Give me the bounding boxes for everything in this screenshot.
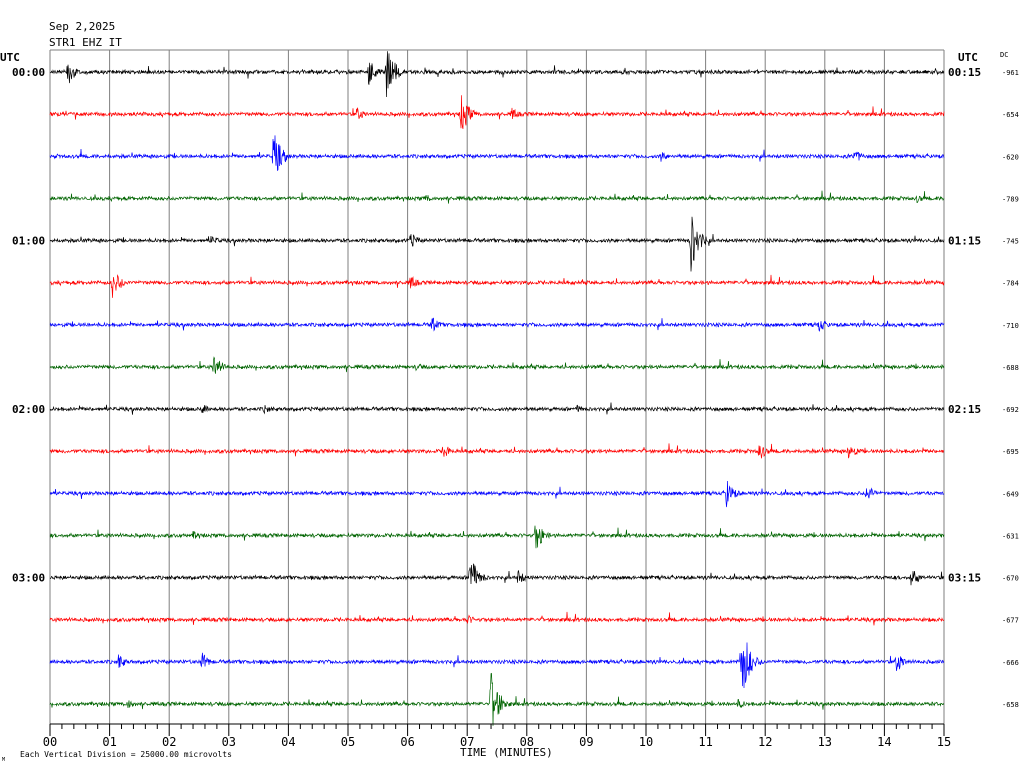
x-tick-label: 01 (102, 735, 116, 749)
date-label: Sep 2,2025 (49, 20, 115, 33)
trace-row-4 (49, 216, 945, 272)
trace-row-1 (49, 95, 945, 130)
dc-offset-label: -677 (1002, 617, 1019, 625)
trace-row-7 (49, 356, 945, 374)
left-time-label: 03:00 (12, 572, 45, 585)
x-tick-label: 08 (520, 735, 534, 749)
trace-row-5 (49, 274, 945, 298)
trace-row-9 (49, 443, 945, 459)
trace-row-2 (49, 135, 945, 171)
x-tick-label: 06 (400, 735, 414, 749)
x-tick-label: 09 (579, 735, 593, 749)
x-tick-label: 07 (460, 735, 474, 749)
x-tick-label: 02 (162, 735, 176, 749)
scale-note: Each Vertical Division = 25000.00 microv… (20, 750, 232, 759)
x-tick-label: 00 (43, 735, 57, 749)
x-tick-label: 10 (639, 735, 653, 749)
right-utc-label: UTC (958, 51, 978, 64)
trace-row-11 (49, 525, 945, 549)
trace-layer (49, 51, 945, 726)
station-label: STR1 EHZ IT (49, 36, 122, 49)
trace-row-6 (49, 317, 945, 332)
trace-row-12 (49, 563, 945, 586)
dc-offset-label: -654 (1002, 111, 1019, 119)
dc-header-label: DC (1000, 51, 1008, 59)
dc-offset-label: -688 (1002, 364, 1019, 372)
dc-offset-label: -745 (1002, 238, 1019, 246)
x-tick-label: 15 (937, 735, 951, 749)
x-tick-label: 04 (281, 735, 295, 749)
dc-offset-label: -631 (1002, 532, 1019, 540)
trace-row-10 (49, 480, 945, 508)
dc-offset-label: -649 (1002, 490, 1019, 498)
dc-offset-label: -670 (1002, 575, 1019, 583)
trace-row-8 (49, 402, 945, 415)
dc-offset-label: -692 (1002, 406, 1019, 414)
dc-offset-label: -620 (1002, 153, 1019, 161)
left-time-label: 02:00 (12, 403, 45, 416)
time-axis: 00 01 02 03 04 05 06 07 08 09 10 11 12 13 14 15 (43, 723, 951, 749)
right-time-label: 03:15 (948, 572, 981, 585)
x-tick-label: 12 (758, 735, 772, 749)
x-tick-label: 05 (341, 735, 355, 749)
dc-offset-label: -666 (1002, 659, 1019, 667)
x-tick-label: 03 (222, 735, 236, 749)
left-time-label: 00:00 (12, 66, 45, 79)
x-axis-title: TIME (MINUTES) (460, 746, 553, 759)
x-tick-label: 14 (877, 735, 891, 749)
dc-offset-label: -695 (1002, 448, 1019, 456)
trace-row-14 (49, 642, 945, 689)
x-tick-label: 11 (698, 735, 712, 749)
right-time-label: 01:15 (948, 235, 981, 248)
dc-offset-label: -784 (1002, 280, 1019, 288)
grid-layer (49, 49, 945, 724)
x-tick-label: 13 (818, 735, 832, 749)
trace-row-13 (49, 611, 945, 626)
left-utc-label: UTC (0, 51, 20, 64)
dc-offset-label: -658 (1002, 701, 1019, 709)
right-time-label: 00:15 (948, 66, 981, 79)
dc-offset-label: -710 (1002, 322, 1019, 330)
left-time-label: 01:00 (12, 235, 45, 248)
trace-row-15 (49, 672, 945, 726)
label-layer: 00:00 00:15 -961 -654 -620 -789 01:00 01:15 -745… (12, 66, 1019, 709)
trace-row-0 (49, 51, 945, 98)
dc-offset-label: -789 (1002, 195, 1019, 203)
dc-offset-label: -961 (1002, 69, 1019, 77)
right-time-label: 02:15 (948, 403, 981, 416)
corner-mark: M (2, 757, 5, 763)
trace-row-3 (49, 190, 945, 204)
